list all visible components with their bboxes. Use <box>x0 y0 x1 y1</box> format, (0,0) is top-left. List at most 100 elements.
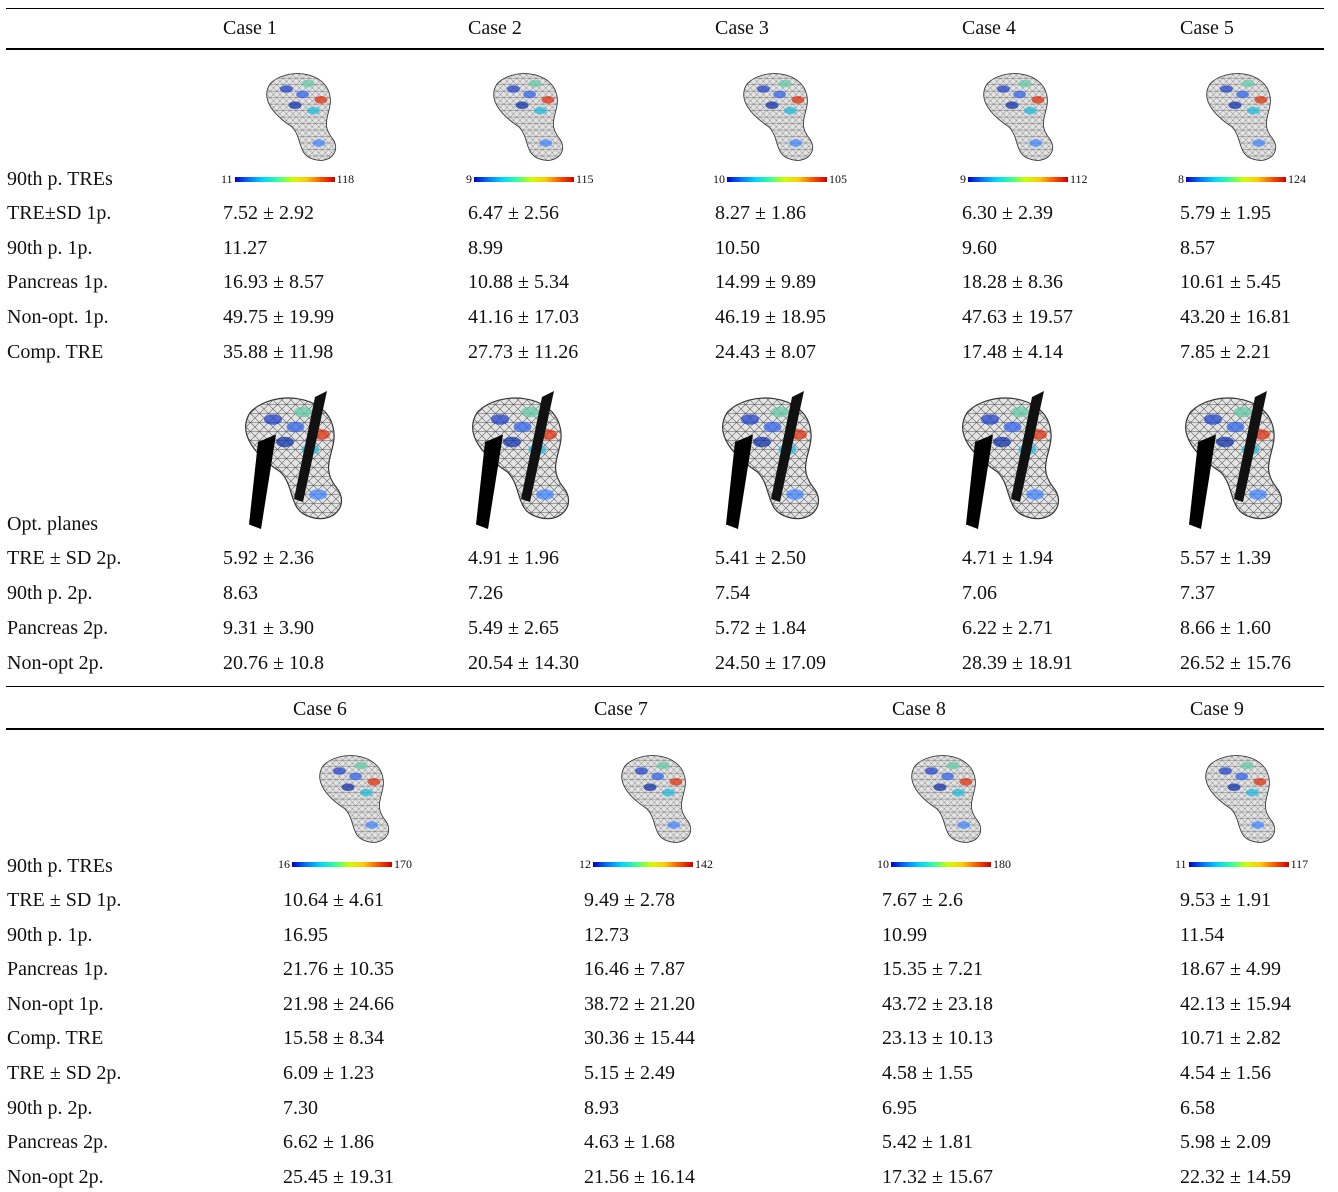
row-label: Non-opt 1p. <box>7 992 104 1015</box>
table-cell: 9.53 ± 1.91 <box>1180 889 1271 911</box>
tre-color-spot <box>959 778 973 786</box>
tre-color-spot <box>359 788 373 797</box>
tre-color-spot <box>778 79 792 88</box>
pancreas-mesh-render <box>983 73 1054 161</box>
table-cell: 4.91 ± 1.96 <box>468 547 559 569</box>
tre-color-spot <box>1013 90 1027 99</box>
pancreas-mesh-render <box>621 755 692 843</box>
tre-color-spot <box>1219 85 1233 93</box>
tre-color-spot <box>306 106 320 115</box>
header-rule-top <box>6 48 1324 50</box>
table-cell: 42.13 ± 15.94 <box>1180 992 1291 1015</box>
tre-color-spot <box>528 79 542 88</box>
colorbar-ramp <box>474 176 574 182</box>
table-cell: 47.63 ± 19.57 <box>962 306 1073 329</box>
table-cell: 7.06 <box>962 582 997 604</box>
table-cell: 10.50 <box>715 236 760 259</box>
table-cell: 22.32 ± 14.59 <box>1180 1165 1291 1188</box>
tre-color-spot <box>296 90 310 99</box>
colorbar-max-label: 124 <box>1288 171 1306 186</box>
mesh-wireframe <box>1206 73 1276 161</box>
table-cell: 5.57 ± 1.39 <box>1180 547 1271 569</box>
table-cell: 7.85 ± 2.21 <box>1180 340 1271 363</box>
tre-color-spot <box>533 106 547 115</box>
tre-color-spot <box>667 821 681 829</box>
table-cell: 6.62 ± 1.86 <box>283 1131 374 1154</box>
colorbar-max-label: 112 <box>1070 171 1088 186</box>
tre-colorbar: 10 105 <box>713 172 847 186</box>
colorbar-max-label: 118 <box>336 171 355 186</box>
pancreas-mesh-render <box>266 73 337 161</box>
mesh-wireframe <box>743 73 813 161</box>
tre-color-spot <box>1216 436 1234 448</box>
tre-color-spot <box>765 101 779 109</box>
tre-color-spot <box>513 421 532 433</box>
tre-color-spot <box>741 414 759 425</box>
table-cell: 49.75 ± 19.99 <box>223 306 334 329</box>
colorbar-ramp <box>727 176 827 182</box>
tre-colorbar: 11 118 <box>221 172 354 186</box>
table-cell: 8.27 ± 1.86 <box>715 202 806 224</box>
table-cell: 7.67 ± 2.6 <box>882 889 963 911</box>
table-cell: 21.76 ± 10.35 <box>283 958 394 981</box>
row-label: 90th p. 1p. <box>7 923 93 946</box>
table-cell: 4.71 ± 1.94 <box>962 547 1053 569</box>
tre-color-spot <box>332 767 346 775</box>
tre-color-spot <box>314 96 328 104</box>
colorbar-max-label: 117 <box>1290 856 1309 871</box>
mesh-wireframe <box>621 755 691 843</box>
table-cell: 5.79 ± 1.95 <box>1180 202 1271 224</box>
table-cell: 9.49 ± 2.78 <box>584 889 675 911</box>
table-cell: 18.28 ± 8.36 <box>962 271 1063 294</box>
table-cell: 8.63 <box>223 582 258 604</box>
pancreas-mesh-render <box>743 73 814 161</box>
row-label: TRE ± SD 1p. <box>7 889 122 911</box>
table-cell: 6.47 ± 2.56 <box>468 202 559 224</box>
table-cell: 5.98 ± 2.09 <box>1180 1131 1271 1154</box>
tre-color-spot <box>957 821 971 829</box>
tre-colorbar: 12 142 <box>579 857 713 871</box>
tre-color-spot <box>539 139 553 147</box>
table-cell: 16.46 ± 7.87 <box>584 958 685 981</box>
pancreas-mesh-render <box>911 755 982 843</box>
table-cell: 9.31 ± 3.90 <box>223 617 314 639</box>
tre-colorbar: 10 180 <box>877 857 1011 871</box>
table-cell: 10.88 ± 5.34 <box>468 271 569 294</box>
optimal-plane <box>476 434 503 529</box>
tre-color-spot <box>294 406 312 418</box>
tre-color-spot <box>541 96 555 104</box>
table-cell: 7.54 <box>715 582 750 604</box>
tre-color-spot <box>341 783 355 791</box>
pancreas-mesh-with-planes <box>1185 391 1283 529</box>
colorbar-ramp <box>891 861 991 867</box>
colorbar-max-label: 105 <box>829 171 847 186</box>
section-divider-rule <box>6 686 1324 687</box>
optimal-plane <box>1011 391 1044 502</box>
colorbar-max-label: 142 <box>695 856 713 871</box>
table-cell: 10.61 ± 5.45 <box>1180 271 1281 294</box>
tre-color-spot <box>503 436 521 448</box>
case-header: Case 7 <box>594 698 648 720</box>
table-cell: 6.22 ± 2.71 <box>962 617 1053 639</box>
colorbar-min-label: 9 <box>466 171 472 186</box>
row-label: Pancreas 2p. <box>7 617 109 639</box>
tre-color-spot <box>1005 101 1019 109</box>
tre-color-spot <box>1241 79 1255 88</box>
mesh-wireframe <box>493 73 563 161</box>
row-label: 90th p. TREs <box>7 855 113 877</box>
colorbar-min-label: 10 <box>877 856 889 871</box>
tre-color-spot <box>1251 821 1265 829</box>
optimal-plane <box>771 391 804 502</box>
tre-color-spot <box>924 767 938 775</box>
pancreas-mesh-with-planes <box>245 391 343 529</box>
tre-color-spot <box>1029 139 1043 147</box>
pancreas-mesh-render <box>1205 755 1276 843</box>
optimal-plane <box>249 434 276 529</box>
tre-color-spot <box>1254 96 1268 104</box>
table-cell: 9.60 <box>962 236 997 259</box>
tre-color-spot <box>1018 79 1032 88</box>
tre-color-spot <box>1023 106 1037 115</box>
row-label: TRE ± SD 2p. <box>7 547 122 569</box>
optimal-plane <box>1189 434 1216 529</box>
